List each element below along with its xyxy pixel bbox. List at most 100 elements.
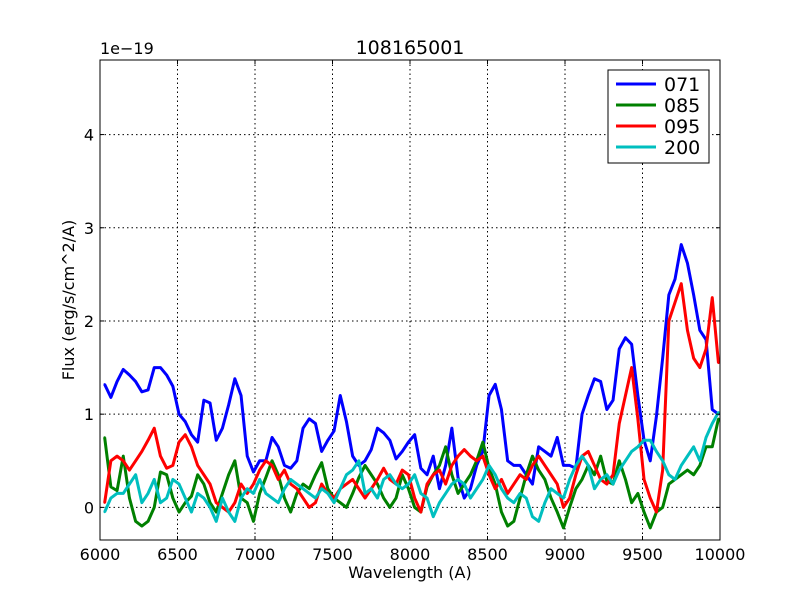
x-axis-label: Wavelength (A) — [348, 563, 471, 582]
data-point — [444, 445, 447, 448]
data-point — [103, 501, 106, 504]
data-point — [233, 520, 237, 523]
data-point — [115, 489, 119, 492]
data-point — [494, 487, 497, 490]
data-point — [642, 478, 646, 481]
data-point — [475, 487, 478, 490]
data-point — [190, 510, 193, 514]
data-point — [184, 433, 187, 436]
data-point — [686, 454, 689, 458]
data-point — [562, 464, 565, 467]
data-point — [184, 496, 187, 500]
data-point — [270, 496, 274, 500]
data-point — [481, 478, 485, 481]
data-point — [382, 431, 385, 435]
data-point — [277, 501, 280, 504]
data-point — [692, 473, 695, 476]
data-point — [692, 357, 695, 360]
data-point — [165, 496, 168, 500]
data-point — [345, 506, 348, 509]
data-point — [339, 487, 342, 490]
data-point — [196, 492, 199, 495]
data-point — [642, 439, 646, 442]
data-point — [432, 515, 435, 518]
data-point — [649, 526, 652, 530]
data-point — [202, 482, 206, 486]
x-tick-label: 7000 — [235, 545, 276, 564]
data-point — [320, 482, 323, 486]
data-point — [494, 383, 497, 386]
data-point — [611, 398, 615, 402]
data-point — [159, 454, 162, 458]
data-point — [531, 454, 534, 458]
data-point — [351, 492, 354, 495]
data-point — [339, 501, 342, 504]
data-point — [153, 366, 156, 369]
data-point — [698, 459, 702, 462]
legend-label-200: 200 — [664, 137, 700, 159]
data-point — [413, 496, 416, 500]
data-point — [618, 422, 621, 425]
data-point — [525, 496, 528, 500]
data-point — [221, 506, 224, 509]
data-point — [630, 366, 633, 369]
data-point — [146, 439, 150, 442]
data-point — [252, 520, 255, 523]
data-point — [469, 454, 472, 458]
data-point — [233, 459, 237, 462]
data-point — [518, 473, 522, 476]
data-point — [140, 390, 144, 394]
y-tick-label: 4 — [84, 126, 94, 145]
data-point — [301, 487, 305, 490]
data-point — [351, 454, 354, 458]
data-point — [122, 459, 125, 462]
data-point — [363, 496, 367, 500]
data-point — [704, 436, 708, 439]
data-point — [580, 454, 584, 458]
data-point — [444, 482, 447, 486]
data-point — [611, 473, 615, 476]
data-point — [370, 448, 373, 451]
data-point — [258, 459, 261, 462]
data-point — [376, 482, 379, 486]
data-point — [618, 347, 621, 351]
data-point — [208, 501, 212, 504]
data-point — [636, 417, 640, 421]
data-point — [196, 473, 199, 476]
data-point — [308, 506, 311, 509]
data-point — [438, 501, 441, 504]
data-point — [239, 482, 243, 486]
data-point — [568, 478, 571, 481]
data-point — [704, 347, 708, 351]
data-point — [122, 492, 125, 495]
data-point — [345, 420, 348, 423]
data-point — [711, 408, 714, 411]
data-point — [122, 368, 125, 371]
data-point — [221, 496, 224, 500]
data-point — [574, 473, 578, 476]
data-point — [246, 454, 249, 458]
data-point — [122, 454, 125, 458]
data-point — [649, 459, 652, 462]
data-point — [419, 467, 423, 470]
data-point — [661, 459, 664, 462]
data-point — [258, 478, 261, 481]
y-tick-label: 2 — [84, 312, 94, 331]
data-point — [481, 440, 485, 444]
x-tick-label: 8500 — [467, 545, 508, 564]
data-point — [425, 482, 429, 486]
data-point — [425, 473, 429, 476]
series-line-095 — [103, 282, 720, 514]
data-point — [308, 417, 311, 421]
data-point — [363, 459, 367, 462]
data-point — [711, 296, 714, 299]
data-point — [376, 496, 379, 500]
data-point — [295, 459, 299, 462]
data-point — [512, 501, 516, 504]
data-point — [184, 420, 187, 423]
y-tick-label: 0 — [84, 498, 94, 517]
data-point — [549, 496, 553, 500]
data-point — [252, 470, 255, 474]
